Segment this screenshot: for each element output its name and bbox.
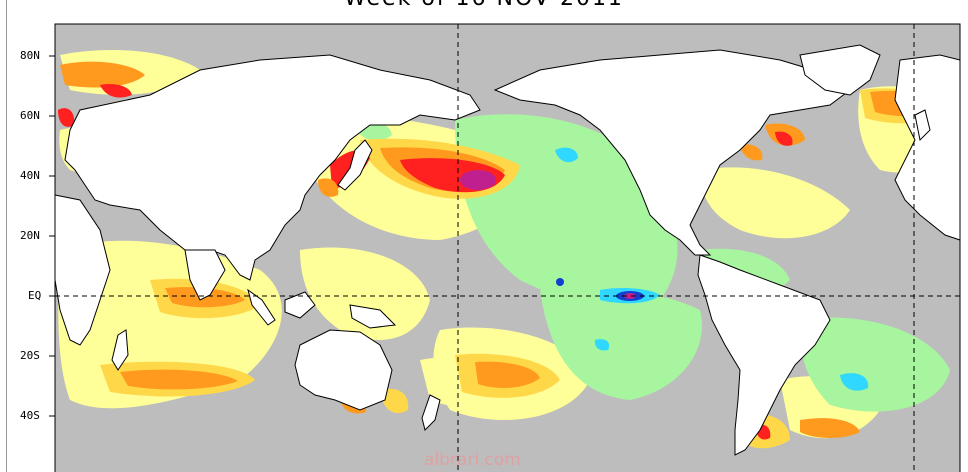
patch-pale-yellow: [300, 247, 430, 340]
patch-light-green: [540, 288, 702, 400]
patch-blue: [556, 278, 564, 286]
patch-red: [100, 84, 132, 98]
patch-cyan: [840, 373, 869, 391]
window-edge: [6, 0, 7, 472]
landmass-south-america: [697, 254, 831, 456]
landmass-borneo: [284, 291, 316, 319]
patch-red: [58, 108, 75, 127]
patch-red: [775, 131, 793, 146]
landmass-japan: [337, 139, 373, 191]
patch-orange: [475, 361, 540, 388]
patch-orange: [800, 418, 860, 438]
landmass-new-zealand: [421, 394, 441, 431]
lat-label-20n: 20N: [20, 229, 40, 242]
patch-light-green: [799, 317, 950, 412]
patch-orange: [60, 61, 145, 88]
landmass-uk: [914, 109, 931, 142]
reference-lines: [55, 24, 960, 472]
patch-magenta: [624, 293, 636, 299]
landmass-africa: [54, 194, 111, 346]
lat-label-60n: 60N: [20, 109, 40, 122]
patch-orange: [740, 144, 763, 161]
landmass-sumatra: [247, 288, 276, 326]
landmass-eurasia: [64, 54, 481, 281]
land-masses: [54, 44, 961, 456]
lat-label-eq: EQ: [28, 289, 42, 302]
patch-cyan: [555, 147, 578, 163]
landmass-india: [184, 249, 226, 301]
landmass-new-guinea: [349, 304, 397, 329]
watermark-text: albrari.com: [424, 450, 521, 470]
patch-yellow: [380, 388, 409, 414]
patch-magenta: [460, 170, 496, 190]
patch-pale-yellow: [700, 167, 850, 239]
patch-cyan: [594, 339, 610, 351]
landmass-north-america: [493, 49, 851, 256]
plot-frame: [54, 23, 961, 472]
landmass-australia: [294, 329, 393, 411]
patch-orange: [318, 178, 339, 197]
landmass-greenland: [799, 44, 881, 96]
lat-label-40n: 40N: [20, 169, 40, 182]
lat-ticks: [49, 55, 55, 417]
map-title: Week of 16 NOV 2011: [0, 0, 968, 11]
lat-label-40s: 40S: [20, 409, 40, 422]
landmass-madagascar: [111, 329, 129, 371]
lat-label-80n: 80N: [20, 49, 40, 62]
lat-label-20s: 20S: [20, 349, 40, 362]
patch-orange: [120, 369, 238, 390]
